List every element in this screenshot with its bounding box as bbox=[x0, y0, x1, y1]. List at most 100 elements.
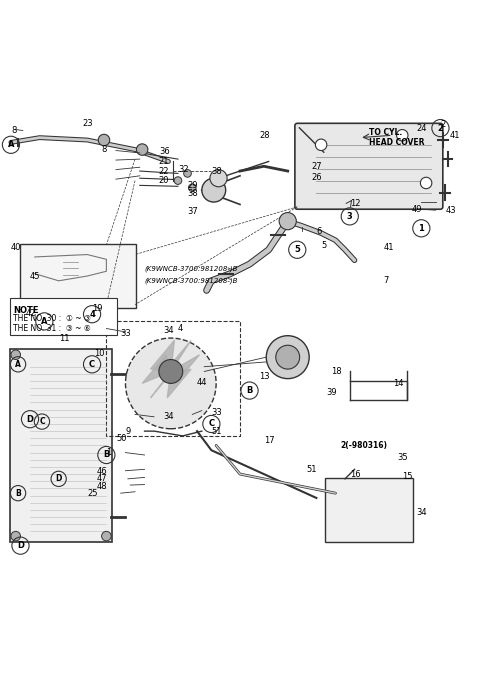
Text: 15: 15 bbox=[402, 472, 413, 481]
Text: 47: 47 bbox=[97, 475, 108, 484]
Text: 5: 5 bbox=[294, 245, 300, 254]
Circle shape bbox=[276, 345, 300, 369]
Text: 11: 11 bbox=[59, 334, 69, 342]
Circle shape bbox=[174, 177, 182, 184]
Text: 20: 20 bbox=[159, 176, 169, 185]
Text: 14: 14 bbox=[393, 379, 403, 388]
Text: 24: 24 bbox=[417, 124, 427, 132]
Text: 2(-980316): 2(-980316) bbox=[340, 441, 387, 450]
Circle shape bbox=[420, 177, 432, 189]
Text: 18: 18 bbox=[331, 367, 341, 376]
Text: A: A bbox=[15, 360, 21, 369]
Text: 12: 12 bbox=[350, 199, 360, 209]
Text: 28: 28 bbox=[259, 131, 270, 140]
Polygon shape bbox=[142, 355, 171, 384]
Text: 1: 1 bbox=[107, 448, 112, 457]
Text: 34: 34 bbox=[164, 326, 174, 335]
Text: 6: 6 bbox=[316, 227, 322, 236]
Text: C: C bbox=[39, 417, 45, 426]
Text: 49: 49 bbox=[412, 204, 422, 214]
Text: 39: 39 bbox=[326, 389, 336, 398]
Text: 46: 46 bbox=[97, 467, 108, 476]
Circle shape bbox=[315, 139, 327, 150]
Circle shape bbox=[266, 336, 309, 379]
Circle shape bbox=[11, 350, 21, 360]
FancyBboxPatch shape bbox=[325, 478, 413, 542]
Text: 44: 44 bbox=[197, 378, 207, 387]
Text: 33: 33 bbox=[120, 329, 132, 338]
Text: 38: 38 bbox=[188, 189, 198, 198]
Polygon shape bbox=[167, 340, 191, 372]
Text: 40: 40 bbox=[11, 243, 22, 252]
Text: 7: 7 bbox=[383, 276, 388, 286]
Text: NOTE: NOTE bbox=[13, 306, 39, 314]
Text: 48: 48 bbox=[97, 482, 108, 491]
Text: (K9WNCB-3700:981208-)B: (K9WNCB-3700:981208-)B bbox=[144, 265, 238, 272]
Text: 4: 4 bbox=[178, 324, 183, 333]
Circle shape bbox=[11, 531, 21, 541]
Circle shape bbox=[396, 130, 408, 141]
Text: 22: 22 bbox=[159, 167, 169, 176]
Text: 27: 27 bbox=[312, 162, 322, 171]
Polygon shape bbox=[151, 340, 174, 372]
Text: 8: 8 bbox=[11, 126, 16, 135]
Text: 34: 34 bbox=[417, 508, 427, 517]
FancyBboxPatch shape bbox=[10, 298, 117, 335]
Text: 2: 2 bbox=[437, 124, 444, 132]
Circle shape bbox=[202, 178, 226, 202]
Text: 41: 41 bbox=[450, 131, 460, 140]
Text: A: A bbox=[8, 140, 14, 149]
Text: 5: 5 bbox=[321, 241, 326, 249]
Polygon shape bbox=[151, 369, 174, 398]
Text: 25: 25 bbox=[87, 489, 98, 498]
Text: 51: 51 bbox=[307, 465, 317, 474]
Circle shape bbox=[125, 338, 216, 428]
Text: 51: 51 bbox=[211, 426, 222, 435]
Text: 9: 9 bbox=[125, 426, 131, 435]
Text: B: B bbox=[246, 386, 253, 395]
Text: 16: 16 bbox=[350, 470, 360, 479]
Text: 50: 50 bbox=[116, 434, 126, 443]
Circle shape bbox=[102, 531, 111, 541]
Text: 33: 33 bbox=[211, 407, 222, 416]
Text: B: B bbox=[103, 451, 109, 459]
Text: 23: 23 bbox=[83, 119, 93, 128]
Text: 29: 29 bbox=[188, 181, 198, 190]
Text: 35: 35 bbox=[397, 453, 408, 462]
Circle shape bbox=[98, 134, 110, 146]
Circle shape bbox=[189, 184, 196, 192]
Circle shape bbox=[184, 169, 192, 177]
Text: A: A bbox=[41, 317, 48, 326]
Text: 17: 17 bbox=[264, 436, 275, 445]
Text: 42: 42 bbox=[25, 309, 36, 318]
Text: D: D bbox=[26, 414, 34, 424]
Circle shape bbox=[279, 213, 296, 230]
Text: 26: 26 bbox=[312, 173, 322, 182]
Text: 34: 34 bbox=[164, 412, 174, 421]
Text: 41: 41 bbox=[383, 243, 394, 252]
Text: 10: 10 bbox=[95, 349, 105, 358]
Circle shape bbox=[210, 169, 227, 187]
Text: 45: 45 bbox=[30, 272, 40, 281]
Text: 4: 4 bbox=[89, 309, 95, 318]
Text: 8: 8 bbox=[102, 145, 107, 154]
Text: 13: 13 bbox=[259, 372, 270, 381]
Text: 32: 32 bbox=[178, 165, 189, 174]
Text: 38: 38 bbox=[211, 167, 222, 176]
Polygon shape bbox=[171, 355, 199, 384]
Text: D: D bbox=[56, 475, 62, 484]
Text: 19: 19 bbox=[92, 304, 103, 313]
Text: 3: 3 bbox=[347, 212, 353, 221]
Text: 21: 21 bbox=[159, 157, 169, 166]
Text: C: C bbox=[89, 360, 95, 369]
Text: TO CYL.
HEAD COVER: TO CYL. HEAD COVER bbox=[369, 128, 424, 147]
Text: 43: 43 bbox=[445, 206, 456, 215]
Text: B: B bbox=[15, 489, 21, 498]
Text: 36: 36 bbox=[159, 148, 169, 157]
Text: THE NO. 30 :  ① ~ ③: THE NO. 30 : ① ~ ③ bbox=[13, 314, 91, 323]
Text: 2: 2 bbox=[441, 120, 446, 130]
FancyBboxPatch shape bbox=[10, 349, 112, 542]
Text: 1: 1 bbox=[419, 224, 424, 233]
Text: (K9WNCB-3700:981208-)B: (K9WNCB-3700:981208-)B bbox=[144, 278, 238, 284]
Circle shape bbox=[159, 360, 183, 384]
